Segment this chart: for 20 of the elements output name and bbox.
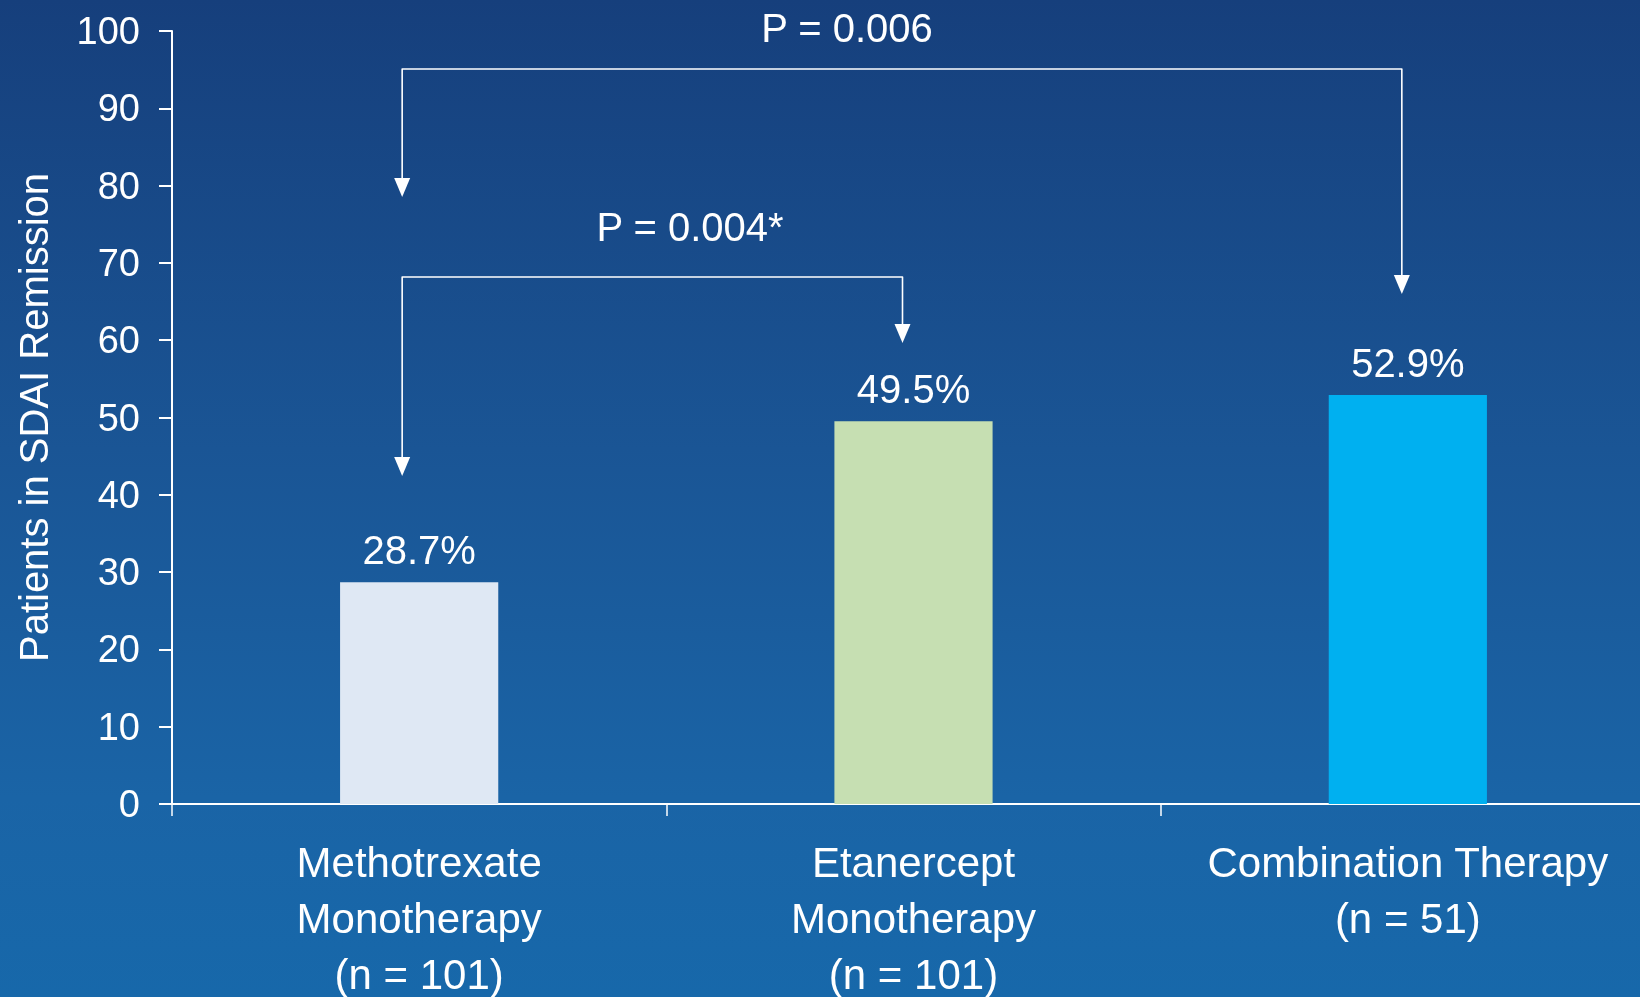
x-tick-label: Combination Therapy (n = 51) xyxy=(1207,838,1609,942)
x-tick-label: Etanercept Monotherapy (n = 101) xyxy=(790,838,1037,997)
y-tick-label: 20 xyxy=(97,628,140,671)
annotation: P = 0.006 xyxy=(761,6,933,50)
y-tick-label: 60 xyxy=(97,319,140,362)
data-label: 49.5% xyxy=(856,367,971,412)
y-tick-label: 50 xyxy=(97,396,140,439)
y-axis-title: Patients in SDAI Remission xyxy=(12,172,56,663)
y-tick-label: 90 xyxy=(97,87,140,130)
y-tick-label: 30 xyxy=(97,551,140,594)
data-label: 28.7% xyxy=(362,528,476,573)
x-tick-label: Methotrexate Monotherapy (n = 101) xyxy=(296,838,542,997)
y-tick-label: 0 xyxy=(118,783,140,825)
annotation: P = 0.004* xyxy=(596,205,784,249)
data-label: 52.9% xyxy=(1351,341,1465,386)
y-tick-label: 40 xyxy=(97,473,140,516)
y-tick-label: 70 xyxy=(97,241,140,284)
y-tick-label: 100 xyxy=(76,10,140,52)
y-tick-label: 80 xyxy=(97,164,140,207)
y-tick-label: 10 xyxy=(97,705,140,748)
